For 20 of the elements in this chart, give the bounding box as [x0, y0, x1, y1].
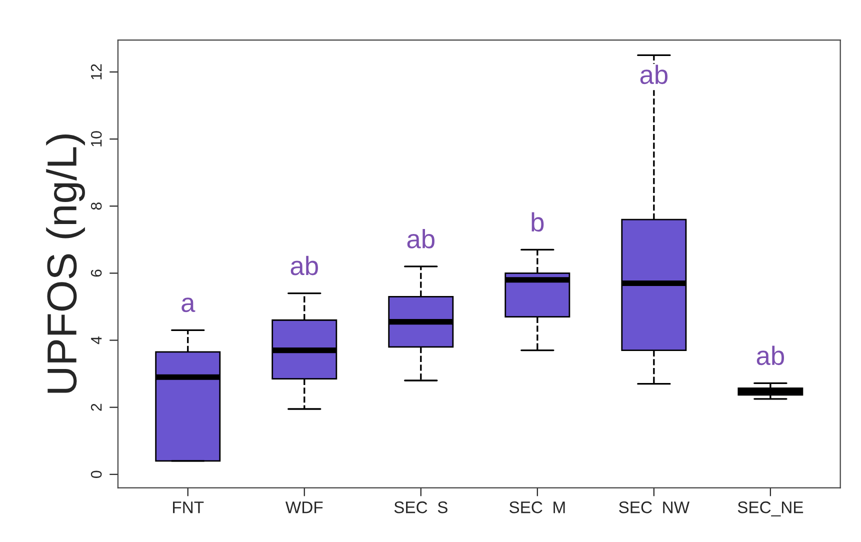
x-tick-label: SEC S [394, 501, 448, 514]
x-tick-label: SEC M [509, 501, 565, 514]
annotation: ab [756, 346, 784, 366]
x-tick-label: SEC NW [619, 501, 690, 514]
annotation: b [532, 212, 544, 232]
x-tick-label: FNT [173, 502, 204, 514]
y-tick-label: 2 [90, 404, 102, 411]
y-tick-label: 10 [90, 131, 102, 146]
y-tick-label: 8 [90, 202, 102, 210]
annotation: ab [640, 64, 668, 84]
y-tick-label: 12 [90, 64, 102, 80]
y-axis-title: UPFOS (ng/L) [46, 134, 85, 393]
y-tick-label: 0 [90, 470, 102, 478]
annotation: a [182, 298, 196, 312]
annotation: ab [407, 229, 434, 248]
x-tick-label: SEC_NE [738, 501, 804, 516]
annotation: ab [290, 256, 318, 276]
y-tick-label: 6 [90, 270, 102, 277]
y-tick-label: 4 [91, 336, 102, 344]
x-tick-label: WDF [285, 502, 323, 514]
